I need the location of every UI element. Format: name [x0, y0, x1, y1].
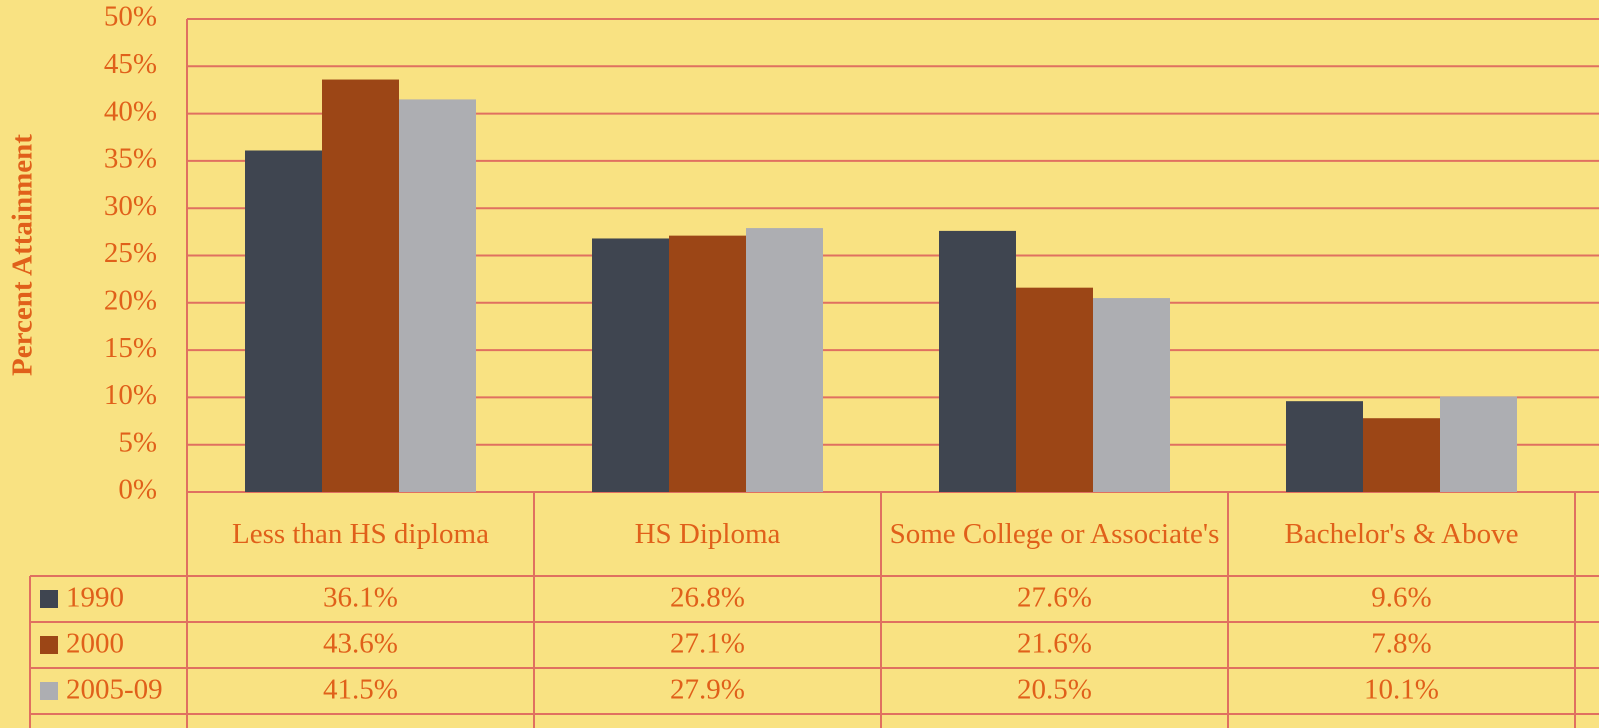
bar — [1016, 287, 1093, 492]
bar — [399, 99, 476, 492]
y-tick-label: 30% — [104, 190, 157, 222]
value-label: 21.6% — [1017, 628, 1092, 660]
category-cell: HS Diploma — [634, 518, 781, 550]
legend-swatch — [40, 636, 58, 654]
x-tick-label: Some College or Associate's — [889, 518, 1220, 550]
value-label: 27.9% — [670, 674, 745, 706]
x-tick-label: Bachelor's & Above — [1284, 518, 1519, 550]
legend-swatch — [40, 590, 58, 608]
y-tick-label: 15% — [104, 332, 157, 364]
bar — [592, 238, 669, 492]
y-tick-label: 35% — [104, 143, 157, 175]
y-tick-label: 40% — [104, 95, 157, 127]
bar — [245, 150, 322, 492]
value-label: 9.6% — [1371, 582, 1431, 614]
y-axis-label: Percent Attainment — [7, 134, 39, 376]
y-tick-label: 0% — [118, 474, 157, 506]
x-tick-label: HS Diploma — [634, 518, 781, 550]
y-tick-label: 20% — [104, 284, 157, 316]
bar — [1286, 401, 1363, 492]
y-tick-label: 10% — [104, 379, 157, 411]
value-label: 36.1% — [323, 582, 398, 614]
value-label: 26.8% — [670, 582, 745, 614]
value-label: 20.5% — [1017, 674, 1092, 706]
bar — [746, 228, 823, 493]
value-label: 43.6% — [323, 628, 398, 660]
bar — [939, 230, 1016, 493]
x-tick-label: Less than HS diploma — [232, 518, 489, 550]
value-label: 41.5% — [323, 674, 398, 706]
legend-label: 2000 — [66, 628, 124, 660]
value-label: 10.1% — [1364, 674, 1439, 706]
y-tick-label: 50% — [104, 1, 157, 33]
bar — [1440, 396, 1517, 492]
value-label: 27.1% — [670, 628, 745, 660]
legend-swatch — [40, 682, 58, 700]
y-tick-label: 25% — [104, 237, 157, 269]
bar — [1363, 418, 1440, 492]
y-tick-label: 5% — [118, 426, 157, 458]
value-label: 7.8% — [1371, 628, 1431, 660]
bar — [669, 235, 746, 492]
bar — [1093, 298, 1170, 492]
category-cell: Less than HS diploma — [232, 518, 489, 550]
y-tick-label: 45% — [104, 48, 157, 80]
category-cell: Some College or Associate's — [889, 518, 1220, 550]
bar — [322, 79, 399, 492]
legend-label: 2005-09 — [66, 674, 163, 706]
value-label: 27.6% — [1017, 582, 1092, 614]
legend-label: 1990 — [66, 582, 124, 614]
category-cell: Bachelor's & Above — [1284, 518, 1519, 550]
